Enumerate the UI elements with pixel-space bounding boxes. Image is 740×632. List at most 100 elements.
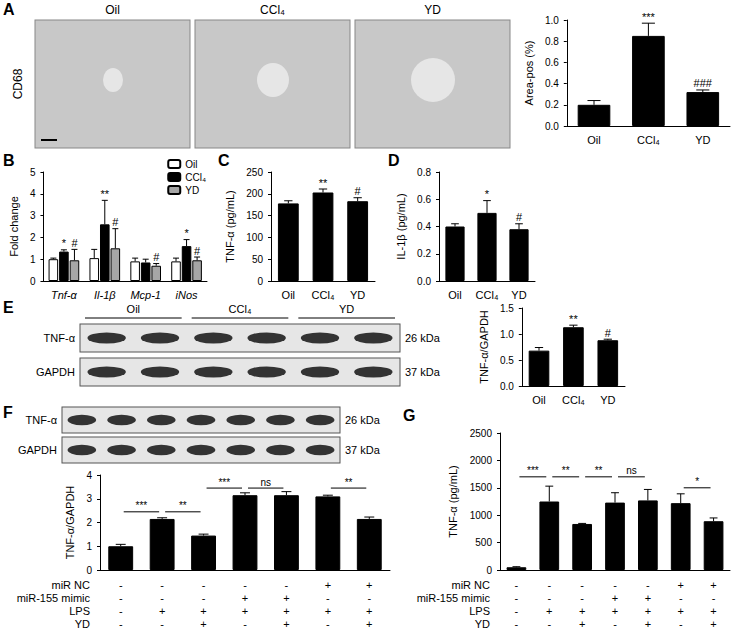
svg-text:250: 250: [246, 167, 263, 178]
svg-text:1: 1: [86, 541, 92, 552]
svg-text:-: -: [547, 592, 551, 604]
svg-text:0.5: 0.5: [500, 355, 514, 366]
svg-text:YD: YD: [185, 185, 199, 196]
svg-text:-: -: [119, 605, 123, 617]
svg-text:YD: YD: [75, 618, 90, 630]
svg-text:ns: ns: [626, 465, 637, 476]
svg-text:-: -: [547, 579, 551, 591]
svg-text:*: *: [485, 188, 490, 200]
svg-text:0.4: 0.4: [545, 78, 559, 89]
svg-text:miR NC: miR NC: [452, 579, 491, 591]
svg-text:#: #: [516, 211, 523, 223]
svg-text:1.0: 1.0: [500, 329, 514, 340]
svg-text:G: G: [403, 407, 415, 424]
svg-text:-: -: [326, 592, 330, 604]
svg-text:1.0: 1.0: [545, 15, 559, 26]
svg-text:1500: 1500: [470, 482, 493, 493]
svg-text:-: -: [367, 592, 371, 604]
svg-text:LPS: LPS: [469, 605, 490, 617]
svg-text:CCl₄: CCl₄: [185, 172, 206, 183]
svg-text:+: +: [283, 592, 289, 604]
svg-text:***: ***: [527, 465, 539, 476]
svg-text:Oil: Oil: [448, 289, 461, 301]
svg-text:YD: YD: [600, 394, 615, 406]
svg-text:3: 3: [86, 493, 92, 504]
svg-text:0.0: 0.0: [545, 121, 559, 132]
svg-text:miR-155 mimic: miR-155 mimic: [17, 592, 91, 604]
svg-text:+: +: [612, 592, 618, 604]
svg-text:-: -: [243, 618, 247, 630]
svg-text:+: +: [677, 605, 683, 617]
svg-text:TNF-α (pg/mL): TNF-α (pg/mL): [447, 465, 459, 537]
svg-text:37 kDa: 37 kDa: [405, 366, 441, 378]
svg-text:-: -: [119, 618, 123, 630]
svg-text:Oil: Oil: [185, 159, 197, 170]
svg-text:CCl₄: CCl₄: [562, 394, 585, 406]
svg-text:100: 100: [246, 232, 263, 243]
svg-text:IL-1β (pg/mL): IL-1β (pg/mL): [395, 193, 407, 259]
svg-text:+: +: [710, 618, 716, 630]
svg-text:3: 3: [30, 210, 36, 221]
svg-text:###: ###: [694, 77, 713, 89]
svg-text:+: +: [159, 605, 165, 617]
svg-text:Fold change: Fold change: [8, 196, 20, 257]
svg-text:+: +: [645, 618, 651, 630]
svg-text:0: 0: [486, 565, 492, 576]
svg-text:YD: YD: [424, 3, 441, 17]
svg-text:Mcp-1: Mcp-1: [130, 289, 161, 301]
svg-text:LPS: LPS: [69, 605, 90, 617]
svg-text:YD: YD: [339, 303, 354, 315]
svg-text:0.0: 0.0: [417, 276, 431, 287]
svg-text:TNF-α (pg/mL): TNF-α (pg/mL): [224, 190, 236, 262]
svg-text:-: -: [515, 579, 519, 591]
svg-text:miR-155 mimic: miR-155 mimic: [417, 592, 491, 604]
svg-text:150: 150: [246, 210, 263, 221]
svg-text:-: -: [202, 579, 206, 591]
svg-text:CD68: CD68: [11, 68, 25, 99]
svg-text:4: 4: [30, 188, 36, 199]
svg-text:Oil: Oil: [532, 394, 545, 406]
svg-text:GAPDH: GAPDH: [36, 366, 75, 378]
svg-text:0.6: 0.6: [417, 194, 431, 205]
svg-text:ns: ns: [260, 477, 271, 488]
svg-text:Oil: Oil: [587, 134, 600, 146]
svg-text:2000: 2000: [470, 455, 493, 466]
svg-text:YD: YD: [475, 618, 490, 630]
svg-text:*: *: [184, 227, 189, 239]
svg-text:0.2: 0.2: [417, 248, 431, 259]
svg-text:+: +: [200, 605, 206, 617]
svg-text:+: +: [710, 605, 716, 617]
svg-text:-: -: [515, 618, 519, 630]
svg-text:1: 1: [30, 254, 36, 265]
svg-text:#: #: [112, 216, 119, 228]
svg-text:0: 0: [86, 565, 92, 576]
svg-text:Oil: Oil: [105, 3, 120, 17]
svg-text:500: 500: [475, 537, 492, 548]
svg-text:2: 2: [86, 517, 92, 528]
svg-text:***: ***: [136, 500, 148, 511]
svg-text:+: +: [579, 605, 585, 617]
svg-text:-: -: [613, 618, 617, 630]
svg-text:0.8: 0.8: [417, 167, 431, 178]
svg-text:iNos: iNos: [176, 289, 199, 301]
svg-text:#: #: [194, 245, 201, 257]
svg-text:**: **: [319, 177, 328, 189]
svg-text:5: 5: [30, 167, 36, 178]
svg-text:0.4: 0.4: [417, 221, 431, 232]
svg-text:-: -: [613, 579, 617, 591]
svg-text:0.8: 0.8: [545, 36, 559, 47]
svg-text:**: **: [345, 477, 353, 488]
svg-text:**: **: [101, 188, 110, 200]
svg-text:-: -: [202, 592, 206, 604]
svg-text:2500: 2500: [470, 428, 493, 439]
svg-text:+: +: [283, 605, 289, 617]
svg-text:miR NC: miR NC: [52, 579, 91, 591]
svg-text:-: -: [119, 592, 123, 604]
svg-text:-: -: [326, 618, 330, 630]
svg-text:+: +: [645, 605, 651, 617]
svg-text:Il-1β: Il-1β: [94, 289, 116, 301]
svg-text:Oil: Oil: [282, 289, 295, 301]
svg-text:37 kDa: 37 kDa: [345, 444, 381, 456]
svg-text:+: +: [645, 592, 651, 604]
svg-text:CCl₄: CCl₄: [476, 289, 499, 301]
